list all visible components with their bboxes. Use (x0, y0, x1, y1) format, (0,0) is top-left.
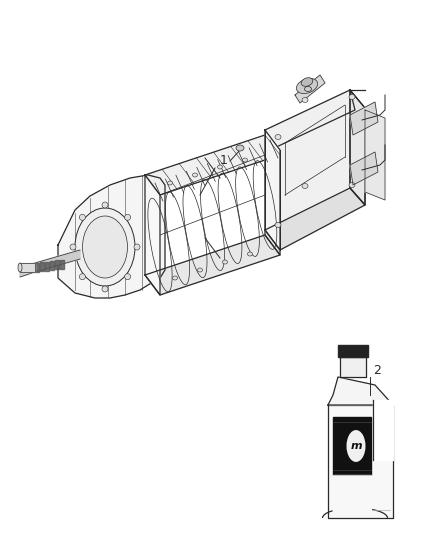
Ellipse shape (301, 78, 313, 86)
Ellipse shape (346, 430, 365, 462)
Polygon shape (350, 90, 365, 205)
Text: 1: 1 (220, 154, 228, 166)
Ellipse shape (192, 173, 198, 177)
Ellipse shape (125, 274, 131, 280)
Ellipse shape (349, 182, 355, 188)
Polygon shape (265, 90, 350, 230)
Text: m: m (350, 441, 362, 451)
Ellipse shape (134, 244, 140, 250)
Polygon shape (50, 261, 54, 270)
Polygon shape (333, 417, 371, 475)
Polygon shape (350, 102, 378, 135)
Polygon shape (365, 110, 385, 200)
Ellipse shape (75, 208, 135, 286)
Ellipse shape (18, 263, 22, 272)
Ellipse shape (198, 268, 202, 272)
Polygon shape (20, 250, 80, 277)
Polygon shape (340, 357, 366, 377)
Ellipse shape (167, 181, 173, 185)
Polygon shape (328, 405, 393, 518)
Polygon shape (350, 152, 378, 185)
Ellipse shape (70, 244, 76, 250)
Ellipse shape (297, 78, 318, 94)
Polygon shape (55, 260, 59, 269)
Polygon shape (145, 135, 280, 195)
Ellipse shape (302, 98, 308, 102)
Polygon shape (265, 90, 355, 150)
Polygon shape (145, 235, 280, 295)
Polygon shape (350, 90, 365, 205)
Polygon shape (295, 75, 325, 103)
Ellipse shape (247, 252, 252, 256)
Polygon shape (35, 263, 39, 272)
Ellipse shape (275, 134, 281, 140)
Ellipse shape (302, 183, 308, 189)
Ellipse shape (79, 214, 85, 220)
Polygon shape (265, 135, 280, 255)
Polygon shape (333, 475, 371, 513)
Polygon shape (20, 263, 35, 272)
Ellipse shape (82, 216, 127, 278)
Ellipse shape (304, 86, 311, 92)
Polygon shape (373, 400, 393, 460)
Ellipse shape (173, 276, 177, 280)
Polygon shape (338, 345, 368, 357)
Ellipse shape (79, 274, 85, 280)
Ellipse shape (275, 222, 281, 228)
Polygon shape (265, 188, 365, 250)
Polygon shape (40, 262, 44, 271)
Text: 2: 2 (373, 365, 381, 377)
Polygon shape (60, 260, 64, 269)
Ellipse shape (102, 202, 108, 208)
Ellipse shape (243, 158, 247, 162)
Polygon shape (145, 175, 160, 295)
Ellipse shape (125, 214, 131, 220)
Ellipse shape (223, 260, 227, 264)
Ellipse shape (218, 165, 223, 169)
Ellipse shape (349, 94, 355, 100)
Ellipse shape (102, 286, 108, 292)
Polygon shape (45, 262, 49, 271)
Polygon shape (58, 175, 165, 298)
Polygon shape (265, 130, 280, 250)
Ellipse shape (236, 145, 244, 151)
Polygon shape (328, 377, 393, 405)
